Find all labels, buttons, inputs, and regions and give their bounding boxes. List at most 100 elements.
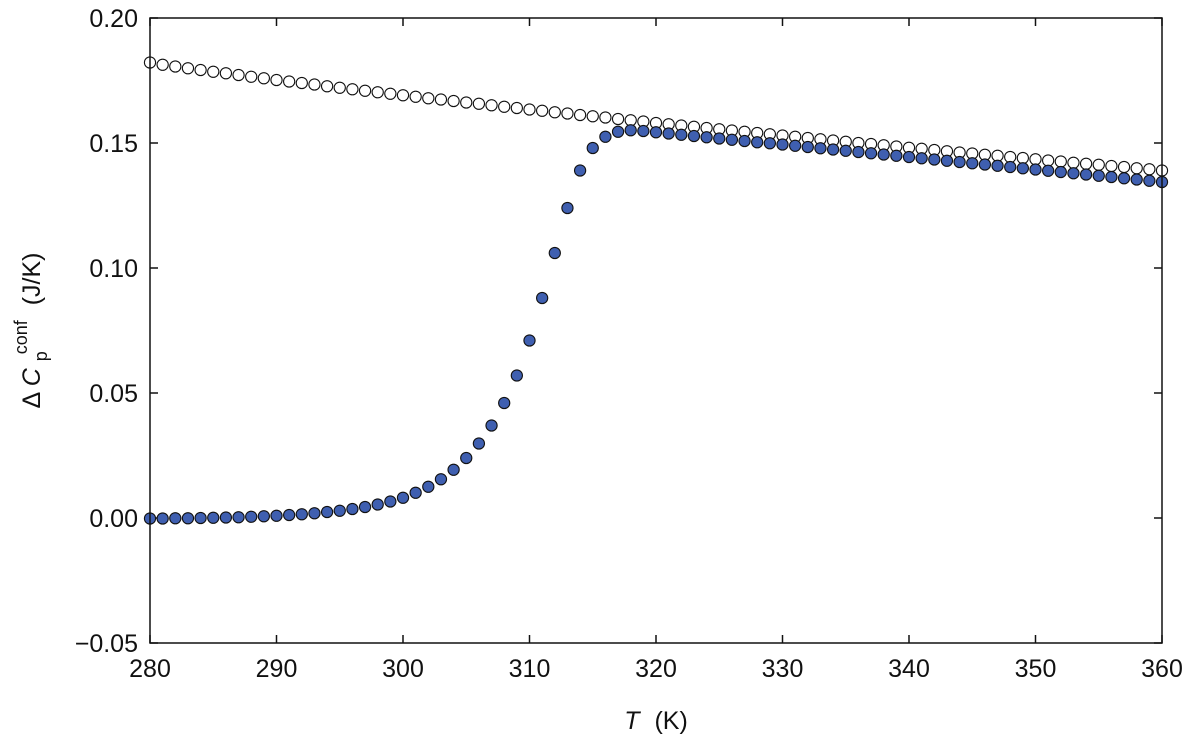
filled-point bbox=[396, 491, 410, 504]
filled-point bbox=[156, 512, 169, 525]
x-tick-label: 330 bbox=[762, 655, 804, 683]
open-point bbox=[1130, 162, 1143, 175]
y-tick-label: 0.00 bbox=[89, 505, 138, 533]
open-point bbox=[472, 97, 486, 110]
filled-point bbox=[915, 152, 928, 165]
filled-point bbox=[219, 511, 233, 524]
filled-point bbox=[801, 140, 814, 154]
x-tick-label: 290 bbox=[256, 655, 298, 683]
filled-point bbox=[1105, 170, 1118, 184]
open-point bbox=[358, 84, 372, 97]
filled-point bbox=[207, 511, 220, 524]
open-point bbox=[536, 104, 549, 117]
filled-point bbox=[485, 419, 498, 432]
data-series bbox=[143, 56, 1169, 525]
open-point bbox=[422, 92, 435, 105]
filled-point bbox=[409, 486, 422, 499]
filled-point bbox=[890, 149, 903, 162]
open-point bbox=[257, 72, 270, 85]
open-point bbox=[270, 73, 283, 87]
open-point bbox=[333, 81, 346, 94]
y-axis-ticks: −0.05 0.00 0.05 0.10 0.15 0.20 bbox=[75, 5, 1162, 658]
filled-point bbox=[282, 508, 296, 522]
filled-point bbox=[194, 511, 207, 525]
open-point bbox=[434, 93, 448, 106]
series-filled-circle bbox=[143, 124, 1169, 525]
filled-point bbox=[358, 500, 372, 514]
filled-point bbox=[232, 511, 245, 524]
filled-point bbox=[181, 512, 195, 525]
x-tick-label: 340 bbox=[888, 655, 930, 683]
filled-point bbox=[320, 505, 334, 519]
open-point bbox=[460, 96, 473, 109]
filled-point bbox=[371, 498, 384, 511]
filled-point bbox=[978, 158, 992, 171]
filled-point bbox=[573, 164, 587, 177]
filled-point bbox=[738, 134, 751, 148]
filled-point bbox=[1117, 172, 1131, 185]
filled-point bbox=[599, 130, 612, 143]
open-point bbox=[371, 86, 384, 99]
x-tick-label: 310 bbox=[509, 655, 551, 683]
x-tick-label: 350 bbox=[1015, 655, 1057, 683]
filled-point bbox=[1079, 168, 1093, 181]
open-point bbox=[181, 62, 195, 75]
open-point bbox=[485, 99, 498, 112]
filled-point bbox=[877, 148, 890, 161]
open-point bbox=[548, 106, 561, 119]
filled-point bbox=[991, 159, 1004, 172]
filled-point bbox=[637, 124, 650, 138]
open-point bbox=[599, 111, 612, 124]
filled-point bbox=[1092, 169, 1105, 182]
open-point bbox=[447, 94, 460, 108]
x-tick-label: 360 bbox=[1141, 655, 1183, 683]
filled-point bbox=[687, 129, 701, 143]
y-axis-unit: (J/K) bbox=[18, 252, 46, 305]
y-tick-label: 0.15 bbox=[89, 130, 138, 158]
x-axis-title: T (K) bbox=[624, 707, 688, 735]
x-axis-unit: (K) bbox=[654, 707, 687, 735]
filled-point bbox=[966, 157, 979, 170]
filled-point bbox=[1067, 167, 1080, 180]
svg-text:Δ C p conf: Δ C p conf (J/K) bbox=[5, 252, 53, 408]
filled-point bbox=[928, 153, 941, 166]
filled-point bbox=[864, 147, 878, 160]
filled-point bbox=[257, 510, 270, 523]
open-point bbox=[611, 112, 625, 126]
open-point bbox=[169, 60, 182, 73]
filled-point bbox=[523, 334, 536, 347]
y-axis-superscript: conf bbox=[11, 319, 31, 354]
filled-point bbox=[675, 128, 688, 141]
filled-point bbox=[700, 131, 713, 144]
open-point bbox=[396, 89, 410, 102]
filled-point bbox=[940, 154, 954, 167]
open-point bbox=[1079, 157, 1093, 170]
open-point bbox=[409, 90, 422, 103]
filled-point bbox=[789, 139, 802, 152]
open-point bbox=[573, 108, 587, 122]
open-point bbox=[384, 87, 397, 100]
open-point bbox=[295, 76, 308, 90]
y-axis-symbol: C bbox=[18, 367, 46, 386]
filled-point bbox=[498, 396, 511, 410]
filled-point bbox=[1143, 174, 1156, 187]
filled-point bbox=[611, 125, 625, 138]
y-tick-label: 0.10 bbox=[89, 255, 138, 283]
y-tick-label: 0.20 bbox=[89, 5, 138, 33]
filled-point bbox=[826, 143, 840, 156]
open-point bbox=[1029, 153, 1042, 166]
filled-point bbox=[1042, 164, 1055, 177]
open-point bbox=[523, 103, 536, 116]
open-point bbox=[346, 83, 359, 96]
filled-point bbox=[434, 473, 448, 486]
filled-point bbox=[751, 136, 764, 149]
filled-point bbox=[1004, 160, 1017, 174]
filled-point bbox=[839, 144, 852, 157]
filled-point bbox=[245, 510, 258, 523]
filled-point bbox=[852, 145, 865, 159]
open-point bbox=[561, 107, 574, 120]
filled-point bbox=[725, 133, 739, 146]
filled-point bbox=[447, 463, 460, 476]
filled-point bbox=[561, 201, 574, 215]
x-axis-ticks: 280 290 300 310 320 330 340 350 360 bbox=[129, 18, 1183, 683]
